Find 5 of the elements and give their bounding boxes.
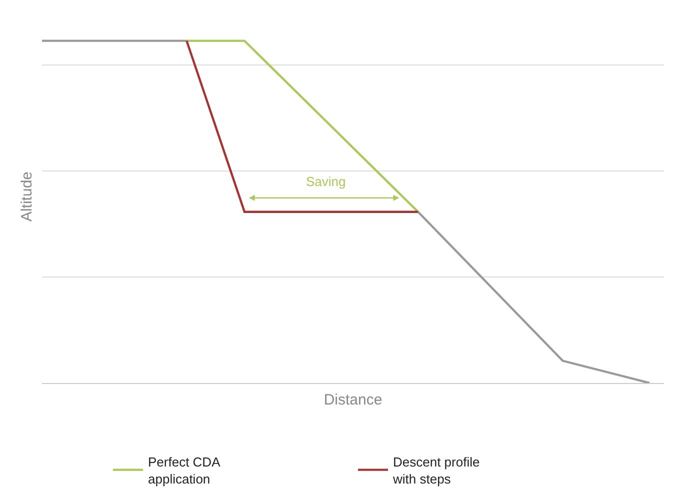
- annotation: Saving: [306, 174, 346, 189]
- legend-label: Descent profile with steps: [392, 454, 480, 486]
- x-axis-title: Distance: [324, 391, 382, 408]
- y-axis-title: Altitude: [18, 171, 36, 222]
- legend-label: Perfect CDA application: [148, 454, 221, 486]
